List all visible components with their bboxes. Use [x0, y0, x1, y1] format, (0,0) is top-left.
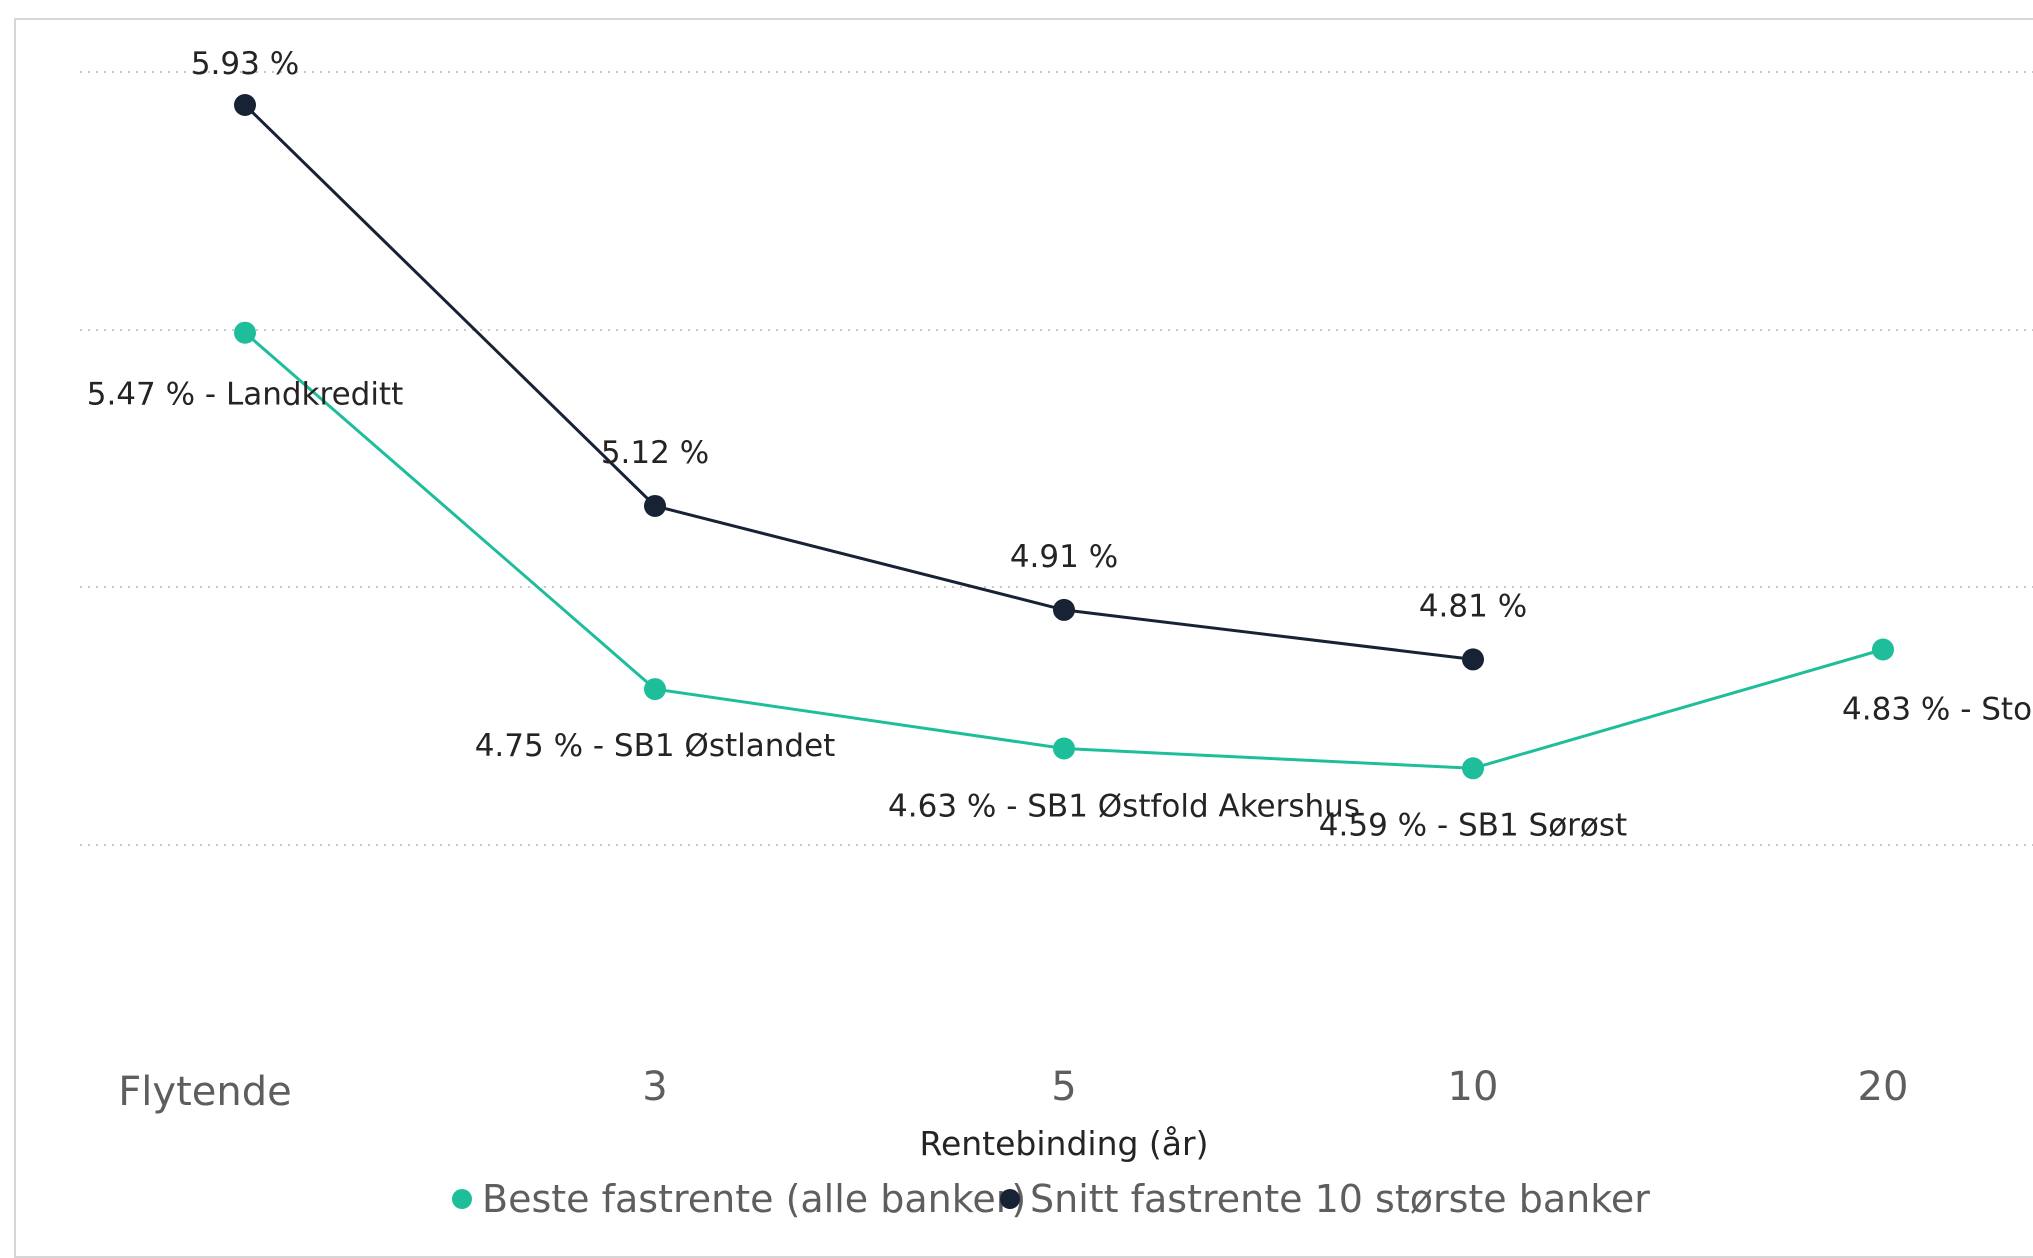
- x-axis-title: Rentebinding (år): [920, 1124, 1209, 1163]
- line-chart: 5.47 % - Landkreditt 4.75 % - SB1 Østland…: [80, 46, 2033, 1221]
- legend-label: Snitt fastrente 10 største banker: [1030, 1177, 1650, 1221]
- data-point-snitt[interactable]: [1462, 648, 1484, 671]
- data-point-snitt[interactable]: [234, 94, 256, 116]
- legend-item-snitt[interactable]: Snitt fastrente 10 største banker: [1000, 1177, 1650, 1221]
- data-label-beste: 4.63 % - SB1 Østfold Akershus: [888, 789, 1360, 825]
- legend-marker: [452, 1189, 472, 1209]
- x-tick-label: Flytende: [118, 1069, 291, 1115]
- legend-label: Beste fastrente (alle banker): [482, 1177, 1026, 1221]
- data-point-snitt[interactable]: [644, 494, 666, 517]
- data-label-beste: 5.47 % - Landkreditt: [87, 377, 404, 413]
- data-label-snitt: 4.91 %: [1010, 539, 1118, 575]
- legend: Beste fastrente (alle banker) Snitt fastr…: [452, 1177, 1650, 1221]
- gridlines: [80, 71, 2033, 846]
- x-axis-ticks: Flytende 3 5 10 20: [118, 1064, 1908, 1115]
- series-lines: [243, 103, 1884, 770]
- x-tick-label: 20: [1858, 1064, 1909, 1110]
- data-label-snitt: 4.81 %: [1419, 588, 1527, 624]
- series-points: [234, 94, 1894, 780]
- data-point-beste[interactable]: [644, 678, 666, 701]
- data-label-snitt: 5.93 %: [191, 46, 299, 82]
- data-label-beste: 4.83 % - Storebrand: [1842, 692, 2033, 728]
- data-label-snitt: 5.12 %: [601, 435, 709, 471]
- legend-item-beste[interactable]: Beste fastrente (alle banker): [452, 1177, 1026, 1221]
- x-tick-label: 5: [1051, 1064, 1076, 1110]
- legend-marker: [1000, 1189, 1020, 1209]
- data-point-beste[interactable]: [234, 321, 256, 344]
- data-label-beste: 4.59 % - SB1 Sørøst: [1319, 807, 1627, 843]
- data-point-beste[interactable]: [1462, 757, 1484, 780]
- data-labels: 5.47 % - Landkreditt 4.75 % - SB1 Østland…: [87, 46, 2033, 843]
- series-line-snitt: [243, 103, 1474, 661]
- data-point-snitt[interactable]: [1053, 598, 1075, 621]
- data-label-beste: 4.75 % - SB1 Østlandet: [475, 728, 836, 764]
- data-point-beste[interactable]: [1053, 737, 1075, 760]
- data-point-beste[interactable]: [1872, 638, 1894, 661]
- x-tick-label: 3: [642, 1064, 667, 1110]
- x-tick-label: 10: [1448, 1064, 1499, 1110]
